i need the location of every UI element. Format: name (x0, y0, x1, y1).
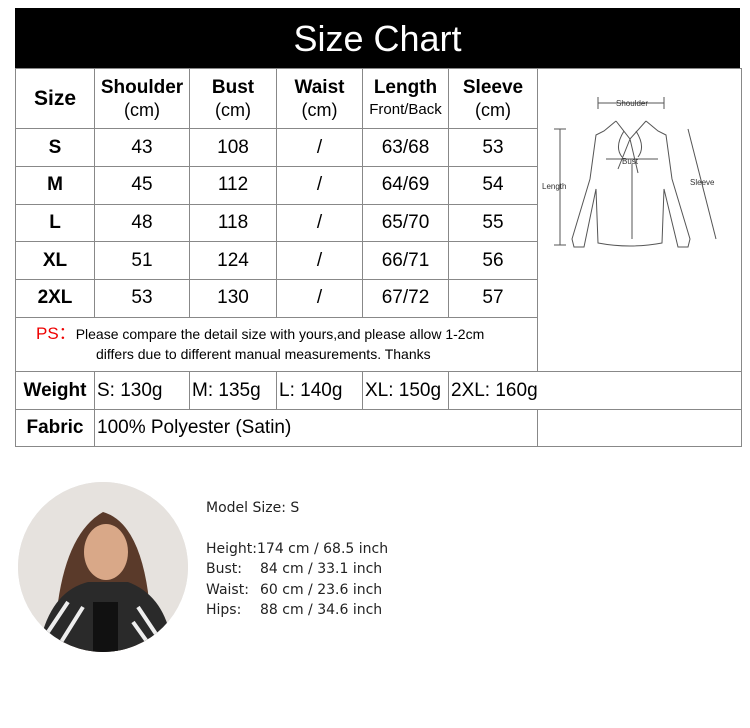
diagram-label-bust: Bust (622, 157, 639, 166)
cell-size: S (15, 128, 95, 167)
model-info: Model Size: S Height:174 cm / 68.5 inch … (206, 498, 388, 621)
cell: 54 (448, 165, 538, 205)
header-unit: (cm) (215, 99, 251, 120)
header-label: Shoulder (100, 76, 184, 98)
weight-value: M: 135g (189, 371, 277, 410)
header-bust: Bust (cm) (189, 67, 277, 130)
cell: 53 (448, 128, 538, 167)
note-row: PS：Please compare the detail size with y… (15, 316, 742, 373)
model-stat: Hips: 88 cm / 34.6 inch (206, 600, 388, 621)
table-row: S 43 108/63/68 53 (15, 128, 742, 167)
cell: 66/71 (362, 241, 449, 281)
header-unit: (cm) (124, 99, 160, 120)
model-image (18, 482, 188, 652)
weight-value: 2XL: 160g (448, 371, 742, 410)
shirt-measurement-diagram: Shoulder Bust Length Sleeve (542, 97, 717, 248)
stat-value: 174 cm / 68.5 inch (257, 540, 389, 557)
cell: 112 (189, 165, 277, 205)
cell: / (276, 128, 363, 167)
table-row: XL 51 124/66/71 56 (15, 241, 742, 281)
weight-row: Weight S: 130g M: 135g L: 140g XL: 150g … (15, 371, 742, 410)
stat-key: Height: (206, 540, 257, 557)
size-chart-table: Size Shoulder (cm) Bust (cm) Waist (cm) Len… (15, 67, 742, 447)
model-stat: Bust: 84 cm / 33.1 inch (206, 559, 388, 580)
diagram-label-shoulder: Shoulder (616, 99, 648, 108)
header-label: Bust (211, 76, 255, 98)
model-stat: Waist: 60 cm / 23.6 inch (206, 580, 388, 601)
cell: 55 (448, 203, 538, 243)
cell-size: M (15, 165, 95, 205)
header-unit: (cm) (475, 99, 511, 120)
diagram-label-sleeve: Sleeve (690, 178, 715, 187)
stat-key: Bust: (206, 561, 242, 577)
weight-label: Weight (15, 371, 95, 410)
cell: / (276, 279, 363, 318)
fabric-row: Fabric 100% Polyester (Satin) (15, 409, 742, 447)
weight-value: L: 140g (276, 371, 363, 410)
empty-cell (537, 409, 742, 447)
cell: 65/70 (362, 203, 449, 243)
header-label: Length (373, 76, 438, 98)
cell: 43 (94, 128, 190, 167)
cell: / (276, 165, 363, 205)
cell: / (276, 241, 363, 281)
header-unit: (cm) (301, 99, 338, 120)
cell-size: 2XL (15, 279, 95, 318)
fabric-label: Fabric (15, 409, 95, 447)
header-length: Length Front/Back (362, 67, 449, 130)
cell: 124 (189, 241, 277, 281)
header-label: Waist (294, 76, 345, 98)
cell: 57 (448, 279, 538, 318)
cell: 53 (94, 279, 190, 318)
stat-value: 60 cm / 23.6 inch (260, 581, 383, 598)
cell: 45 (94, 165, 190, 205)
cell: 51 (94, 241, 190, 281)
note-line-1: Please compare the detail size with your… (75, 326, 485, 343)
header-row: Size Shoulder (cm) Bust (cm) Waist (cm) Len… (15, 67, 742, 372)
header-unit: Front/Back (369, 100, 442, 118)
weight-value: XL: 150g (362, 371, 449, 410)
cell-size: L (15, 203, 95, 243)
cell-size: XL (15, 241, 95, 281)
header-shoulder: Shoulder (cm) (94, 67, 190, 130)
header-label: Sleeve (462, 76, 524, 98)
weight-value: S: 130g (94, 371, 190, 410)
cell: 118 (189, 203, 277, 243)
cell: 108 (189, 128, 277, 167)
cell: 56 (448, 241, 538, 281)
stat-value: 88 cm / 34.6 inch (260, 602, 383, 618)
stat-key: Waist: (206, 581, 249, 598)
cell: 63/68 (362, 128, 449, 167)
header-size: Size (15, 67, 95, 130)
model-stat: Height:174 cm / 68.5 inch (206, 539, 388, 560)
header-waist: Waist (cm) (276, 67, 363, 130)
shirt-diagram: Shoulder Bust Length Sleeve (537, 68, 742, 372)
header-sleeve: Sleeve (cm) (448, 67, 538, 130)
cell: 67/72 (362, 279, 449, 318)
cell: 130 (189, 279, 277, 318)
diagram-label-length: Length (542, 182, 566, 191)
stat-key: Hips: (206, 602, 242, 618)
cell: / (276, 203, 363, 243)
model-size: Model Size: S (206, 500, 300, 516)
note-prefix: PS： (36, 324, 76, 344)
cell: 64/69 (362, 165, 449, 205)
measurement-note: PS：Please compare the detail size with y… (15, 316, 538, 373)
cell: 48 (94, 203, 190, 243)
size-chart-title: Size Chart (15, 8, 740, 68)
table-row: L 48 118/65/70 55 (15, 203, 742, 243)
table-row: 2XL 53 130/67/72 57 (15, 279, 742, 318)
stat-value: 84 cm / 33.1 inch (260, 561, 383, 577)
model-photo (18, 482, 188, 652)
fabric-value: 100% Polyester (Satin) (94, 409, 538, 447)
note-line-2: differs due to different manual measurem… (96, 346, 431, 363)
